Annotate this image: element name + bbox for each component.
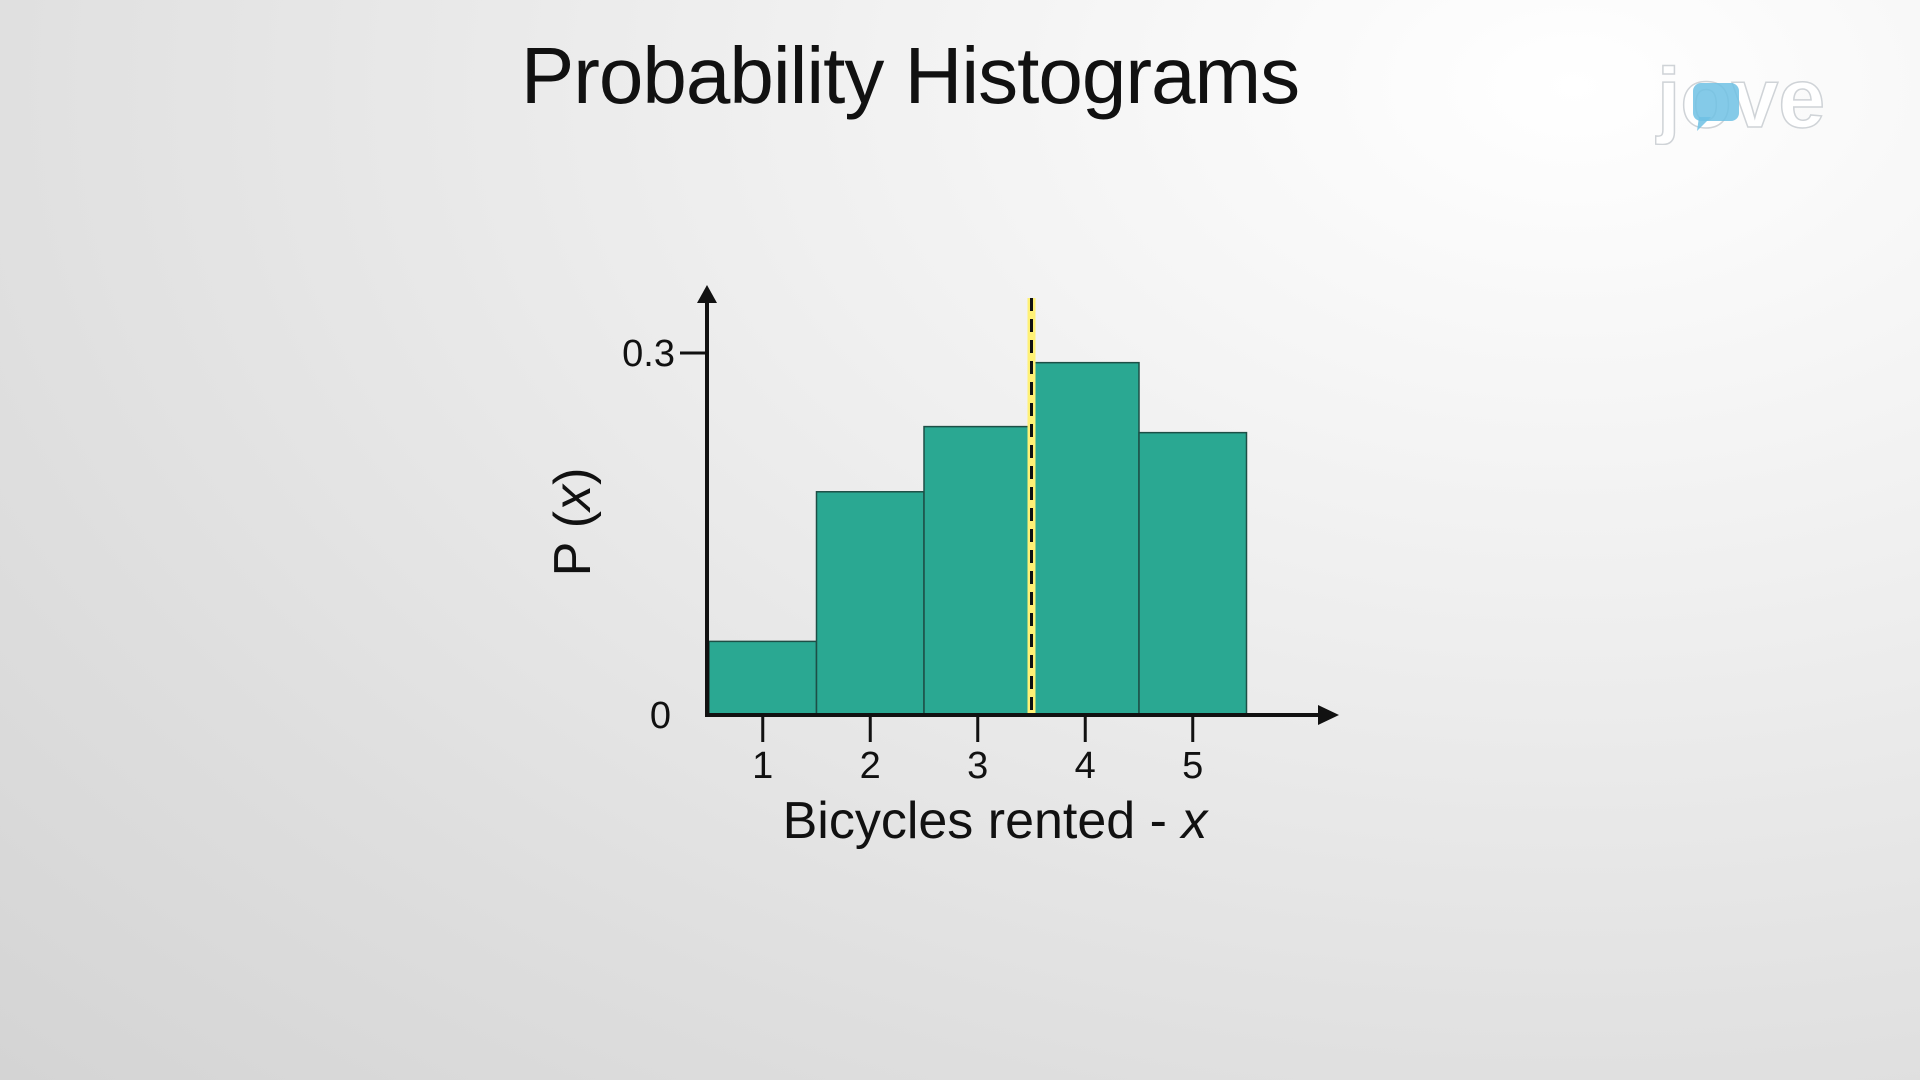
- bar-5: [1138, 431, 1248, 716]
- x-tick-label-3: 3: [967, 745, 988, 787]
- y-axis-arrow: [697, 285, 717, 303]
- bar-4: [1030, 361, 1140, 716]
- jove-logo-icon: jove: [1654, 50, 1826, 146]
- x-tick-label-4: 4: [1075, 745, 1096, 787]
- bars-group: [708, 361, 1248, 716]
- y-tick-label-0.3: 0.3: [622, 333, 675, 375]
- y-ticks-group: 00.3: [622, 333, 707, 737]
- logo-text: jove: [1655, 55, 1825, 145]
- x-tick-label-2: 2: [860, 745, 881, 787]
- page-title: Probability Histograms: [520, 31, 1300, 120]
- jove-logo: jove: [1654, 50, 1835, 146]
- bar-2: [815, 491, 925, 716]
- x-tick-label-5: 5: [1182, 745, 1203, 787]
- x-axis-arrow: [1318, 705, 1339, 725]
- bar-3: [923, 425, 1033, 716]
- y-tick-label-0: 0: [650, 695, 671, 737]
- y-axis-label: P (x): [544, 468, 602, 577]
- logo-speech-bubble: [1693, 83, 1739, 121]
- bar-1: [708, 640, 818, 716]
- x-tick-label-1: 1: [752, 745, 773, 787]
- logo-speech-tail: [1697, 117, 1711, 131]
- axes-group: [697, 285, 1339, 725]
- x-axis-label: Bicycles rented - x: [783, 792, 1210, 850]
- x-ticks-group: 1 2 3 4 5: [752, 715, 1203, 787]
